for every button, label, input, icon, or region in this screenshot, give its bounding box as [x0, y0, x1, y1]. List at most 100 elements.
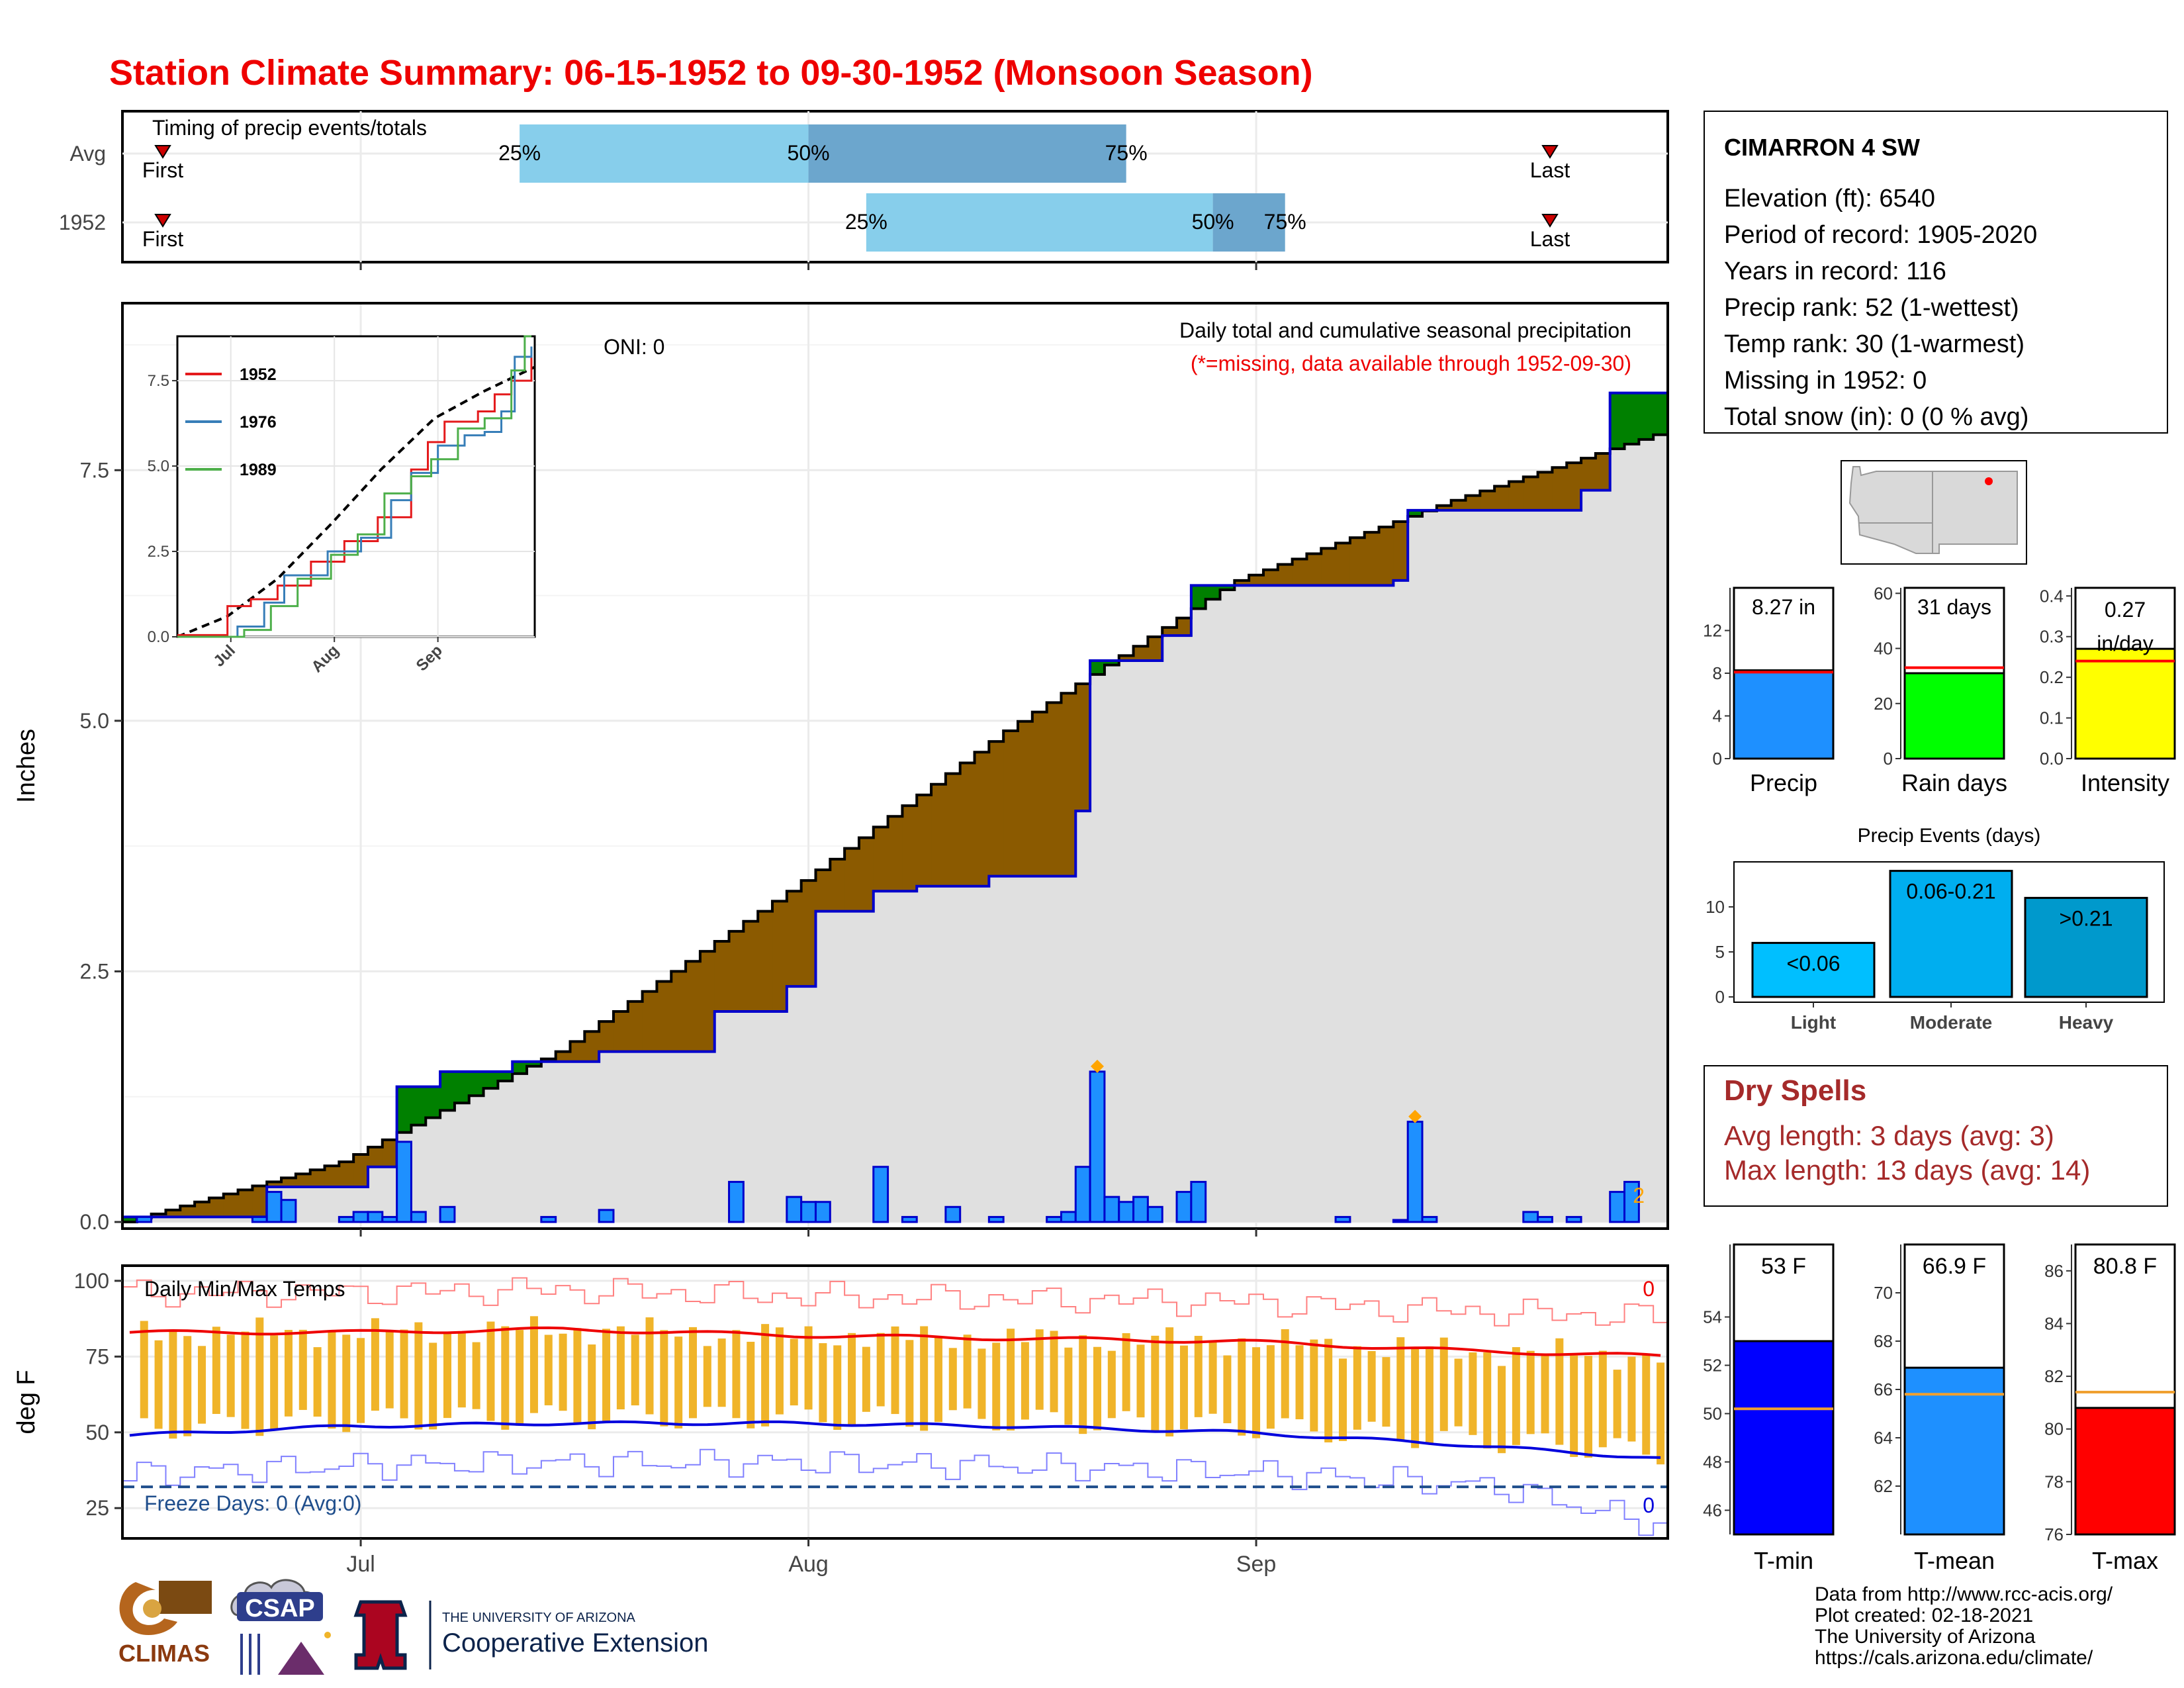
daily-temp-range-bar	[602, 1329, 611, 1423]
daily-temp-range-bar	[1584, 1356, 1592, 1458]
below-average-area	[1003, 731, 1019, 876]
below-average-area	[570, 1041, 585, 1062]
temp-y-tick-label: 50	[85, 1421, 109, 1444]
below-average-area	[686, 961, 701, 1052]
month-tick-label: Sep	[1236, 1552, 1277, 1577]
daily-precip-bar	[800, 1201, 817, 1223]
temp-y-tick-label: 75	[85, 1344, 109, 1368]
precip-event-category: Heavy	[2059, 1012, 2114, 1033]
daily-temp-range-bar	[559, 1333, 567, 1411]
footer-credits: Data from http://www.rcc-acis.org/ Plot …	[1815, 1583, 2113, 1669]
timing-label-50: 50%	[788, 141, 830, 165]
mini-bar-value-label: 0.27	[2105, 598, 2146, 622]
above-average-area	[1653, 393, 1668, 435]
daily-temp-range-bar	[529, 1316, 538, 1413]
daily-temp-range-bar	[1122, 1333, 1130, 1411]
below-average-area	[945, 773, 961, 886]
daily-precip-bar	[540, 1215, 557, 1223]
daily-temp-range-bar	[140, 1321, 148, 1419]
daily-precip-bar	[1565, 1215, 1582, 1223]
daily-temp-range-bar	[717, 1338, 726, 1407]
daily-temp-range-bar	[1266, 1345, 1275, 1429]
precip-event-value-label: <0.06	[1787, 951, 1841, 975]
temp-y-tick-label: 25	[85, 1496, 109, 1520]
timing-title: Timing of precip events/totals	[152, 116, 427, 140]
below-average-area	[339, 1162, 354, 1187]
daily-precip-bar	[381, 1215, 398, 1223]
max-count: 0	[1643, 1277, 1655, 1301]
daily-temp-range-bar	[1454, 1358, 1463, 1427]
below-average-area	[671, 971, 686, 1052]
daily-temp-range-bar	[963, 1335, 972, 1409]
below-average-area	[1234, 580, 1250, 586]
events-tick-label: 10	[1706, 897, 1725, 917]
precip-events-chart: Precip Events (days) 0 5 10 <0.06 Light 0.06-…	[1706, 825, 2165, 1033]
temp-bar-tick-label: 52	[1703, 1356, 1722, 1376]
daily-precip-bar	[1537, 1215, 1553, 1223]
daily-temp-range-bar	[400, 1329, 408, 1419]
below-average-area	[1046, 702, 1062, 876]
daily-temp-range-bar	[631, 1335, 639, 1406]
daily-precip-bar	[265, 1191, 283, 1223]
temp-bar-tick-label: 80	[2044, 1419, 2064, 1439]
temp-bar-t-min: 46 48 50 52 54 53 F T-min	[1703, 1243, 1835, 1574]
daily-temp-range-bar	[169, 1330, 177, 1439]
daily-temp-range-bar	[1353, 1346, 1361, 1430]
daily-temp-range-bar	[688, 1327, 697, 1419]
daily-precip-bar	[396, 1141, 412, 1223]
above-average-area	[454, 1071, 470, 1103]
daily-temp-range-bar	[1541, 1354, 1549, 1434]
daily-precip-bar	[1046, 1215, 1062, 1223]
events-tick-label: 0	[1715, 987, 1725, 1007]
daily-temp-range-bar	[775, 1327, 784, 1415]
precip-panel: 0.0 2.5 5.0 7.5 Inches ONI: 0 Daily total a…	[13, 302, 1669, 1237]
daily-temp-range-bar	[1469, 1352, 1477, 1435]
mini-bar-tick-label: 8	[1713, 663, 1722, 683]
below-average-area	[1133, 646, 1148, 661]
precip-event-category: Moderate	[1910, 1012, 1992, 1033]
below-average-area	[1336, 543, 1351, 586]
first-event-marker	[154, 214, 171, 228]
daily-precip-bar	[1190, 1180, 1207, 1223]
daily-temp-range-bar	[1194, 1336, 1203, 1417]
below-average-area	[1277, 564, 1293, 586]
below-average-area	[844, 848, 860, 912]
below-average-area	[772, 901, 788, 1011]
daily-temp-range-bar	[226, 1335, 235, 1417]
mini-bar-tick-label: 12	[1703, 621, 1722, 641]
daily-temp-range-bar	[833, 1345, 842, 1430]
temp-bar-tick-label: 66	[1874, 1380, 1893, 1399]
mini-bar-label: Precip	[1750, 769, 1817, 796]
inset-legend-label: 1952	[240, 365, 277, 384]
mini-bar-intensity: 0.0 0.1 0.2 0.3 0.4 0.27 in/day Intensity	[2040, 586, 2176, 796]
daily-temp-range-bar	[1627, 1356, 1636, 1442]
daily-precip-bar	[1089, 1070, 1106, 1223]
daily-precip-bar	[1175, 1191, 1193, 1223]
daily-temp-range-bar	[544, 1335, 553, 1405]
below-average-area	[1451, 500, 1466, 510]
daily-precip-bar	[1609, 1191, 1626, 1223]
daily-temp-range-bar	[1613, 1370, 1621, 1438]
temp-bar-tick-label: 50	[1703, 1404, 1722, 1424]
daily-temp-range-bar	[588, 1344, 596, 1430]
temp-bar-tick-label: 68	[1874, 1331, 1893, 1351]
mini-bar-value	[2074, 647, 2176, 760]
daily-temp-range-bar	[342, 1335, 351, 1432]
daily-temp-range-bar	[761, 1324, 770, 1427]
daily-temp-range-bar	[270, 1335, 279, 1430]
daily-precip-bar	[1334, 1215, 1351, 1223]
below-average-area	[382, 1139, 398, 1167]
daily-temp-range-bar	[154, 1340, 163, 1429]
record-min-line	[122, 1448, 1668, 1536]
daily-temp-range-bar	[212, 1327, 220, 1414]
daily-temp-range-bar	[905, 1340, 914, 1427]
below-average-area	[1595, 453, 1611, 491]
timing-label-75: 75%	[1264, 210, 1306, 234]
inset-y-tick-label: 2.5	[148, 543, 169, 561]
mini-bar-rain-days: 0 20 40 60 31 days Rain days	[1874, 583, 2007, 796]
daily-temp-range-bar	[443, 1333, 452, 1419]
daily-precip-bar	[136, 1215, 153, 1223]
daily-precip-bar	[814, 1201, 831, 1223]
daily-precip-bar	[1118, 1201, 1135, 1223]
